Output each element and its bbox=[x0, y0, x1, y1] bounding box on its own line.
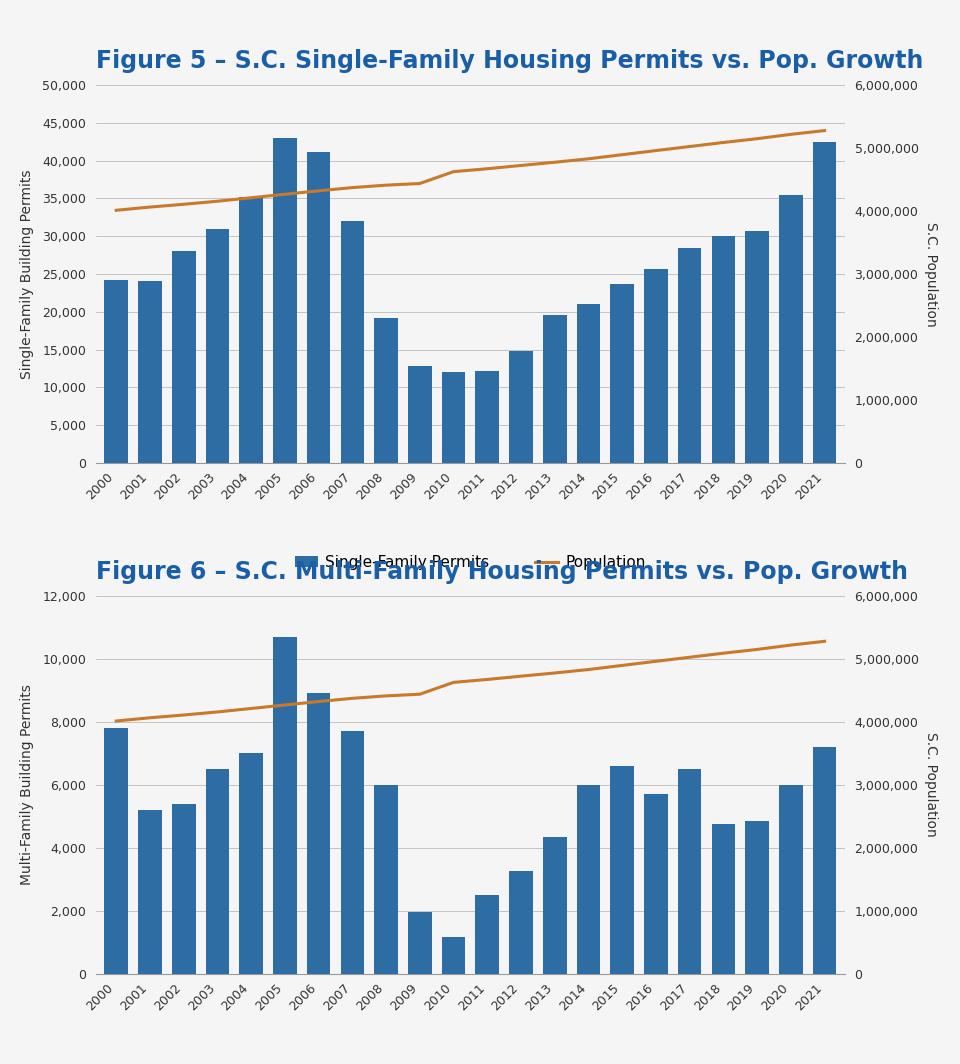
Bar bbox=[105, 280, 128, 463]
Bar bbox=[779, 195, 803, 463]
Legend: Single-Family Permits, Population: Single-Family Permits, Population bbox=[289, 549, 652, 576]
Bar bbox=[172, 803, 196, 974]
Bar bbox=[273, 138, 297, 463]
Bar bbox=[408, 912, 432, 974]
Bar bbox=[745, 231, 769, 463]
Bar bbox=[442, 372, 466, 463]
Y-axis label: S.C. Population: S.C. Population bbox=[924, 221, 938, 327]
Legend: Multi-Family Permits, Population: Multi-Family Permits, Population bbox=[294, 1060, 647, 1064]
Bar bbox=[813, 142, 836, 463]
Bar bbox=[611, 284, 634, 463]
Bar bbox=[711, 236, 735, 463]
Bar bbox=[577, 785, 600, 974]
Bar bbox=[341, 221, 364, 463]
Bar bbox=[644, 269, 668, 463]
Bar bbox=[678, 248, 702, 463]
Bar bbox=[105, 728, 128, 974]
Bar bbox=[205, 769, 229, 974]
Bar bbox=[475, 370, 499, 463]
Bar bbox=[475, 895, 499, 974]
Bar bbox=[543, 836, 566, 974]
Y-axis label: S.C. Population: S.C. Population bbox=[924, 732, 938, 837]
Bar bbox=[442, 937, 466, 974]
Bar bbox=[644, 794, 668, 974]
Text: Figure 6 – S.C. Multi-Family Housing Permits vs. Pop. Growth: Figure 6 – S.C. Multi-Family Housing Per… bbox=[96, 560, 908, 584]
Bar bbox=[577, 304, 600, 463]
Bar bbox=[745, 821, 769, 974]
Bar bbox=[374, 318, 397, 463]
Bar bbox=[711, 824, 735, 974]
Bar bbox=[239, 197, 263, 463]
Bar bbox=[205, 229, 229, 463]
Bar bbox=[509, 871, 533, 974]
Bar bbox=[678, 769, 702, 974]
Bar bbox=[172, 251, 196, 463]
Bar bbox=[543, 315, 566, 463]
Text: Figure 5 – S.C. Single-Family Housing Permits vs. Pop. Growth: Figure 5 – S.C. Single-Family Housing Pe… bbox=[96, 49, 924, 73]
Bar bbox=[408, 366, 432, 463]
Bar bbox=[138, 281, 162, 463]
Bar bbox=[273, 636, 297, 974]
Bar bbox=[509, 351, 533, 463]
Bar bbox=[374, 785, 397, 974]
Y-axis label: Single-Family Building Permits: Single-Family Building Permits bbox=[20, 169, 34, 379]
Bar bbox=[341, 731, 364, 974]
Bar bbox=[239, 753, 263, 974]
Bar bbox=[307, 151, 330, 463]
Bar bbox=[138, 810, 162, 974]
Bar bbox=[779, 785, 803, 974]
Bar bbox=[611, 766, 634, 974]
Bar bbox=[307, 694, 330, 974]
Y-axis label: Multi-Family Building Permits: Multi-Family Building Permits bbox=[20, 684, 34, 885]
Bar bbox=[813, 747, 836, 974]
